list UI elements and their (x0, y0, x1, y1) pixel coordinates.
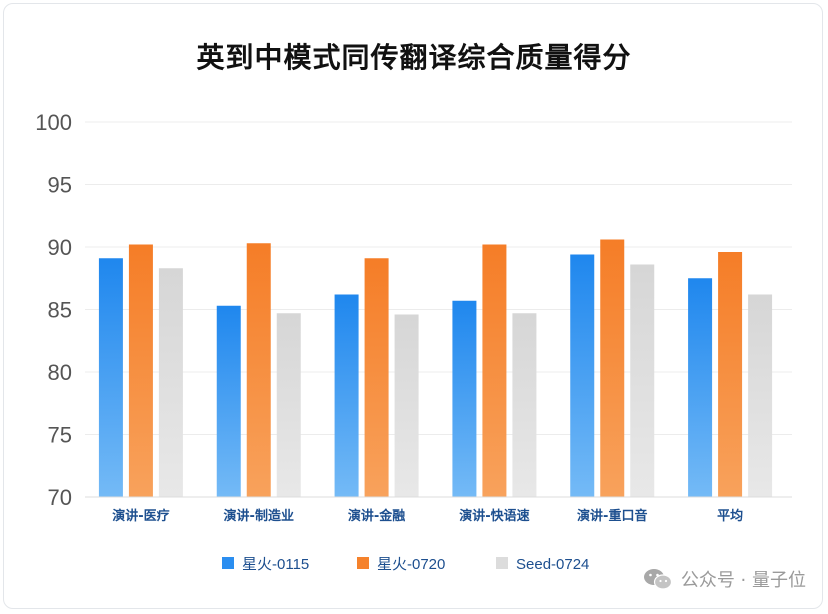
bar-Seed-0724-演讲-重口音 (630, 264, 655, 497)
legend-swatch (357, 557, 369, 569)
bar-星火-0115-平均 (688, 278, 713, 497)
chart-title: 英到中模式同传翻译综合质量得分 (196, 41, 632, 74)
x-tick-label: 演讲-金融 (348, 508, 405, 524)
x-tick-label: 演讲-医疗 (112, 508, 169, 524)
bar-星火-0720-演讲-金融 (364, 258, 389, 497)
wechat-icon (643, 569, 672, 590)
bar-星火-0720-演讲-制造业 (246, 243, 271, 497)
legend-label: 星火-0720 (377, 556, 445, 573)
legend-label: Seed-0724 (516, 556, 589, 573)
y-tick-label: 75 (48, 423, 72, 448)
bar-星火-0115-演讲-重口音 (570, 254, 595, 497)
legend-swatch (496, 557, 508, 569)
bar-Seed-0724-演讲-制造业 (276, 313, 301, 497)
bar-星火-0115-演讲-医疗 (98, 258, 123, 497)
bar-星火-0115-演讲-快语速 (452, 300, 477, 497)
bar-Seed-0724-演讲-金融 (394, 314, 419, 497)
x-tick-label: 演讲-重口音 (577, 508, 647, 524)
bar-星火-0720-平均 (718, 252, 743, 497)
x-tick-label: 演讲-快语速 (459, 508, 529, 524)
bar-星火-0720-演讲-快语速 (482, 244, 507, 497)
y-tick-label: 85 (48, 298, 72, 323)
y-tick-label: 100 (35, 110, 72, 135)
bar-星火-0720-演讲-重口音 (600, 239, 625, 497)
y-tick-label: 90 (48, 235, 72, 260)
x-tick-label: 演讲-制造业 (224, 508, 294, 524)
bar-Seed-0724-演讲-快语速 (512, 313, 537, 497)
legend-label: 星火-0115 (242, 556, 309, 573)
y-tick-label: 80 (48, 360, 72, 385)
watermark: 公众号 · 量子位 (643, 566, 806, 592)
bar-Seed-0724-演讲-医疗 (158, 268, 183, 497)
y-tick-label: 70 (48, 485, 72, 510)
x-tick-label: 平均 (717, 508, 743, 524)
bar-星火-0115-演讲-金融 (334, 294, 359, 497)
bar-星火-0115-演讲-制造业 (216, 305, 241, 497)
y-tick-label: 95 (48, 173, 72, 198)
bar-Seed-0724-平均 (748, 294, 773, 497)
watermark-text: 公众号 · 量子位 (680, 570, 806, 591)
legend-swatch (222, 557, 234, 569)
bar-星火-0720-演讲-医疗 (128, 244, 153, 497)
